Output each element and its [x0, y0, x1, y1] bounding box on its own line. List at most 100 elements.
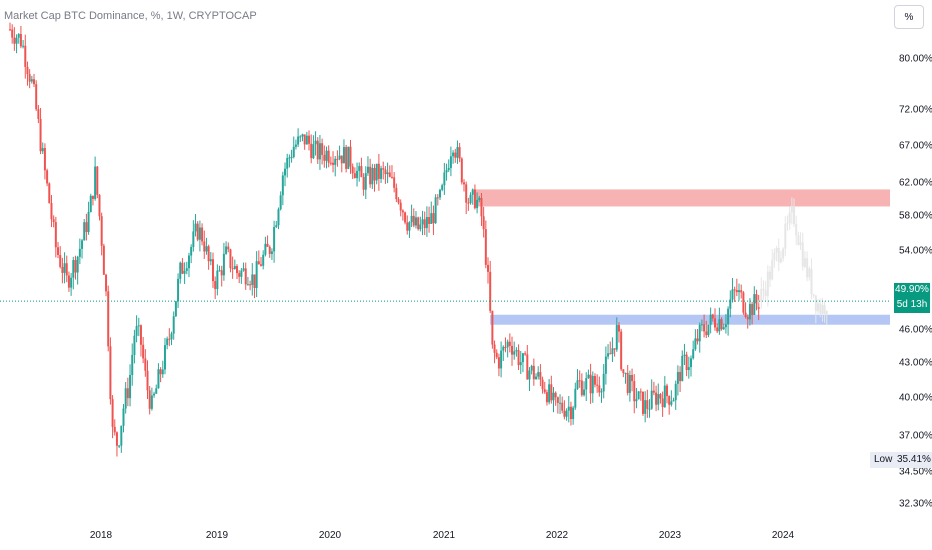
projection-candle [812, 294, 815, 296]
candle-body [196, 223, 199, 240]
projection-candle [788, 212, 791, 224]
candle-body [679, 371, 682, 382]
projection-candle [823, 305, 826, 314]
candle-body [720, 319, 723, 330]
candle-body [428, 217, 431, 224]
candle-body [683, 354, 686, 356]
bar-countdown-badge: 5d 13h [894, 297, 930, 313]
candle-body [397, 199, 400, 203]
candle-body [33, 79, 36, 85]
candle-body [255, 261, 258, 288]
candle-body [87, 212, 90, 233]
candle-body [323, 154, 326, 161]
candle-body [449, 156, 452, 169]
y-tick-43: 43.00% [899, 357, 932, 369]
candle-body [587, 374, 590, 379]
y-tick-67: 67.00% [899, 140, 932, 152]
candle-body [366, 166, 369, 174]
projection-candle [784, 223, 787, 249]
candle-body [489, 271, 492, 311]
candle-body [609, 353, 612, 355]
candle-body [111, 399, 114, 427]
candle-body [262, 254, 265, 266]
candle-body [583, 389, 586, 396]
candle-body [299, 136, 302, 138]
candle-body [709, 314, 712, 325]
y-tick-34-5: 34.50% [899, 466, 932, 478]
candle-body [447, 168, 450, 171]
candle-body [218, 270, 221, 272]
projection-candle [797, 235, 800, 245]
candle-body [751, 304, 754, 315]
candle-body [279, 195, 282, 210]
candle-body [410, 215, 413, 223]
candle-body [386, 172, 389, 175]
candle-body [452, 152, 455, 157]
candle-body [170, 333, 173, 340]
projection-candle [771, 260, 774, 280]
candle-body [580, 380, 583, 396]
candle-body [225, 246, 228, 254]
candle-body [231, 268, 234, 270]
candle-body [393, 177, 396, 188]
y-tick-54: 54.00% [899, 245, 932, 257]
candle-body [617, 324, 620, 332]
y-tick-46: 46.00% [899, 324, 932, 336]
candle-body [480, 197, 483, 217]
candle-body [454, 152, 457, 158]
candle-body [72, 260, 75, 278]
candle-body [345, 147, 348, 169]
candle-body [641, 391, 644, 414]
candle-body [408, 222, 411, 231]
y-tick-72: 72.00% [899, 104, 932, 116]
candle-body [327, 150, 330, 163]
candle-body [174, 301, 177, 317]
candle-body [746, 316, 749, 320]
candle-body [172, 316, 175, 334]
candle-body [598, 385, 601, 393]
candle-body [482, 216, 485, 230]
candle-body [380, 168, 383, 179]
candle-body [506, 341, 509, 348]
candle-body [526, 354, 529, 380]
candle-body [338, 155, 341, 160]
candle-body [436, 197, 439, 199]
candle-body [613, 348, 616, 350]
candle-body [565, 410, 568, 417]
candle-body [94, 166, 97, 199]
projection-candle [760, 288, 763, 302]
scale-mode-button[interactable]: % [894, 5, 924, 29]
candle-body [194, 223, 197, 232]
candle-body [227, 246, 230, 250]
x-tick-2021: 2021 [432, 530, 456, 541]
candle-body [371, 167, 374, 185]
candle-body [342, 147, 345, 164]
candle-body [373, 167, 376, 181]
candle-body [607, 353, 610, 357]
candle-body [731, 289, 734, 300]
x-tick-2018: 2018 [89, 530, 113, 541]
candle-body [163, 345, 166, 370]
candle-body [596, 384, 599, 386]
candle-body [349, 146, 352, 167]
candle-body [312, 144, 315, 159]
candle-body [692, 349, 695, 359]
candle-body [22, 45, 25, 47]
projection-candle [793, 206, 796, 224]
candle-body [687, 367, 690, 371]
candle-body [663, 385, 666, 408]
candle-body [399, 202, 402, 211]
candle-body [633, 381, 636, 402]
candle-body [24, 45, 27, 67]
candle-body [476, 199, 479, 209]
candle-body [639, 391, 642, 393]
candle-body [50, 203, 53, 220]
candle-body [390, 176, 393, 178]
candle-body [530, 365, 533, 371]
candle-body [39, 118, 42, 152]
candle-body [209, 259, 212, 262]
candle-body [412, 215, 415, 226]
candle-body [334, 158, 337, 165]
candle-body [438, 189, 441, 198]
